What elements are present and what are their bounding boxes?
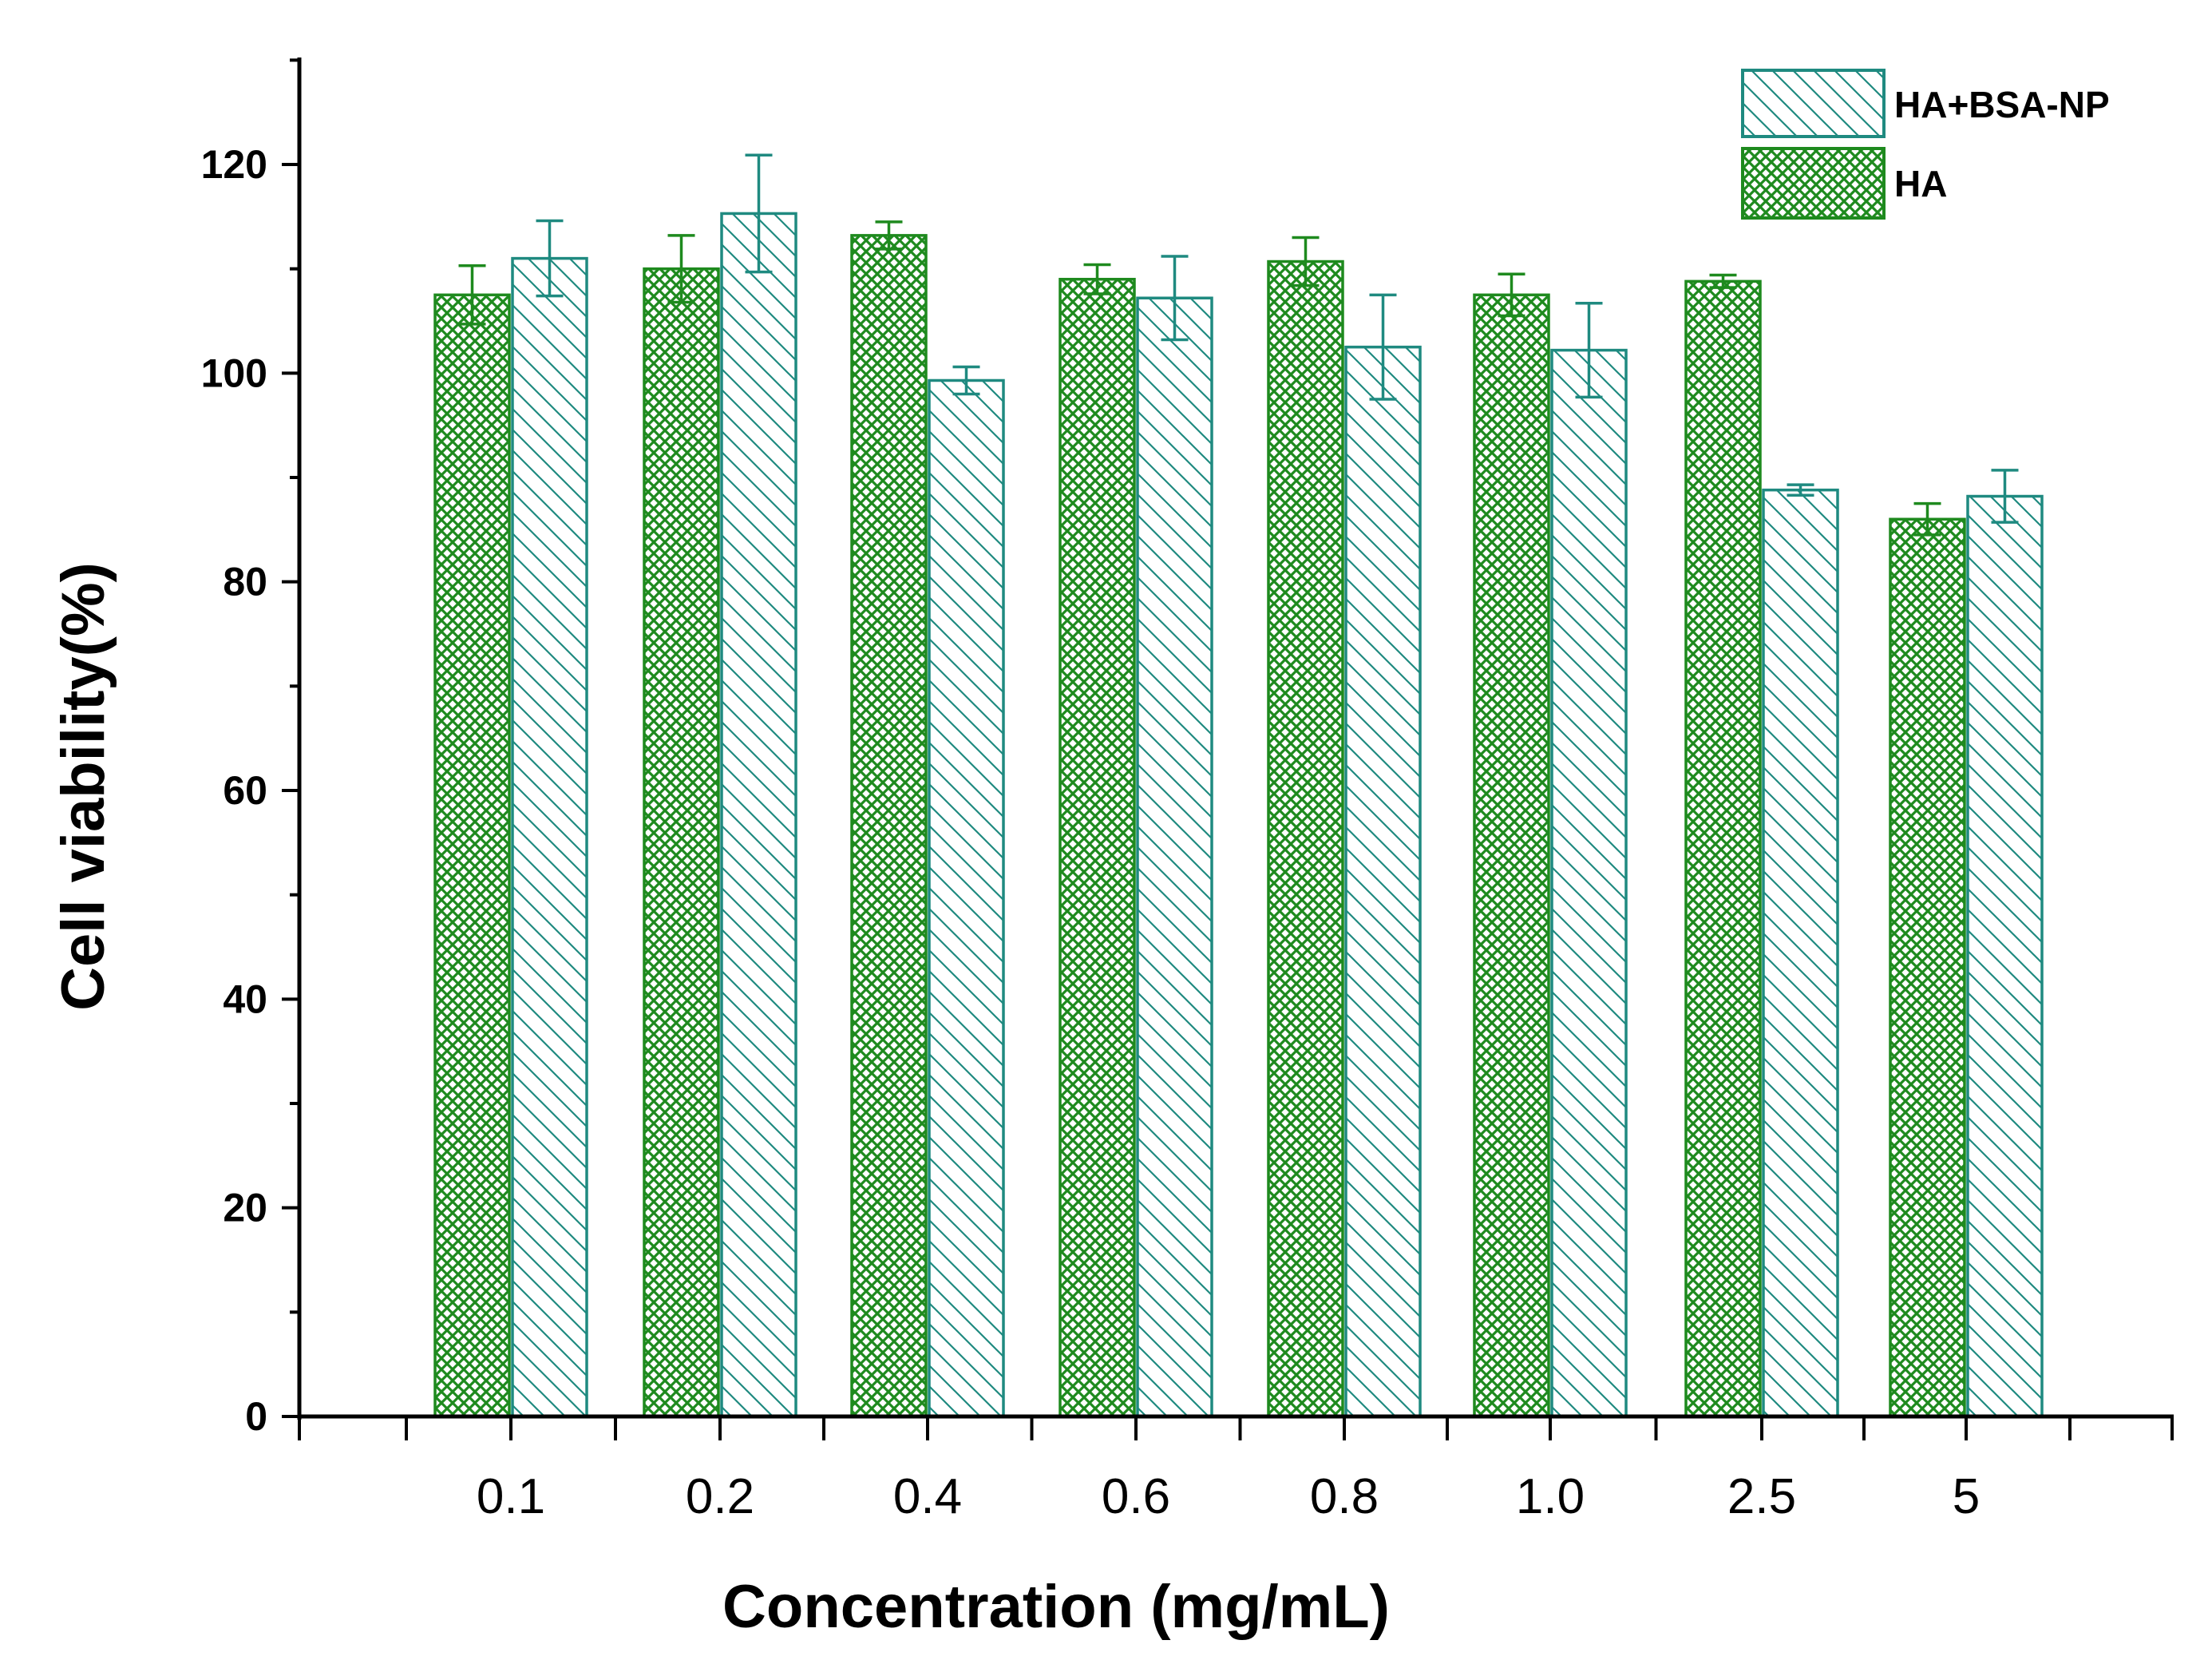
x-axis-title: Concentration (mg/mL) <box>722 1573 1390 1641</box>
bar-ha-5 <box>1889 517 1966 1418</box>
y-axis-title: Cell viability(%) <box>49 562 117 1011</box>
x-tick-label: 1.0 <box>1516 1469 1585 1524</box>
error-bar-ha-bsa-np-2.5 <box>1787 483 1814 497</box>
error-bar-ha-bsa-np-0.8 <box>1369 293 1397 401</box>
bar-ha-2.5 <box>1684 279 1762 1418</box>
legend-label-ha: HA <box>1894 163 1947 204</box>
error-bar-ha-bsa-np-0.4 <box>952 365 980 396</box>
bar-ha-0.8 <box>1267 259 1344 1418</box>
bar-ha-1.0 <box>1473 293 1550 1418</box>
y-tick-label: 120 <box>201 142 267 187</box>
x-tick-label: 0.4 <box>893 1469 962 1524</box>
bar-ha-bsa-np-2.5 <box>1762 488 1839 1418</box>
error-bar-ha-2.5 <box>1709 273 1737 289</box>
bar-ha-bsa-np-5 <box>1966 494 2044 1418</box>
y-tick-label: 40 <box>223 977 267 1021</box>
plot-area <box>433 153 2044 1418</box>
bar-ha-0.4 <box>850 234 928 1418</box>
error-bar-ha-bsa-np-0.1 <box>536 219 564 298</box>
error-bar-ha-0.6 <box>1083 263 1111 295</box>
error-bar-ha-bsa-np-1.0 <box>1575 302 1603 399</box>
legend-label-ha-bsa-np: HA+BSA-NP <box>1894 84 2110 125</box>
bar-ha-bsa-np-0.1 <box>511 256 588 1418</box>
x-tick-label: 0.2 <box>686 1469 754 1524</box>
y-tick-label: 60 <box>223 768 267 813</box>
bar-ha-bsa-np-0.2 <box>720 212 797 1418</box>
error-bar-ha-0.1 <box>458 263 486 326</box>
error-bar-ha-bsa-np-0.6 <box>1161 255 1189 342</box>
error-bar-ha-bsa-np-0.2 <box>745 153 773 274</box>
bar-ha-0.6 <box>1059 277 1136 1418</box>
error-bar-ha-1.0 <box>1498 272 1525 318</box>
y-tick-label: 80 <box>223 560 267 604</box>
bar-ha-bsa-np-1.0 <box>1550 348 1628 1418</box>
bar-ha-bsa-np-0.4 <box>928 378 1005 1418</box>
axes: 0 20 40 60 80 100 120 0.1 0.2 0.4 0.6 0.8 1.0 2.5 5 <box>201 57 2174 1524</box>
error-bar-ha-5 <box>1913 501 1941 537</box>
legend: HA+BSA-NP HA <box>1741 69 2110 220</box>
bar-ha-bsa-np-0.8 <box>1344 345 1422 1418</box>
bar-ha-bsa-np-0.6 <box>1136 296 1213 1418</box>
x-tick-label: 0.1 <box>477 1469 545 1524</box>
bar-ha-0.1 <box>433 293 511 1418</box>
error-bar-ha-0.2 <box>667 234 695 304</box>
error-bar-ha-0.8 <box>1292 236 1320 287</box>
y-tick-label: 20 <box>223 1186 267 1230</box>
x-tick-label: 2.5 <box>1727 1469 1796 1524</box>
legend-swatch-ha <box>1741 147 1886 220</box>
error-bar-ha-0.4 <box>875 220 903 251</box>
x-tick-label: 0.8 <box>1310 1469 1379 1524</box>
error-bar-ha-bsa-np-5 <box>1991 469 2019 524</box>
x-tick-label: 5 <box>1953 1469 1980 1524</box>
bar-ha-0.2 <box>643 267 720 1418</box>
x-tick-label: 0.6 <box>1102 1469 1170 1524</box>
legend-swatch-ha-bsa-np <box>1741 69 1886 138</box>
y-tick-label: 100 <box>201 351 267 395</box>
y-tick-label: 0 <box>245 1394 267 1439</box>
